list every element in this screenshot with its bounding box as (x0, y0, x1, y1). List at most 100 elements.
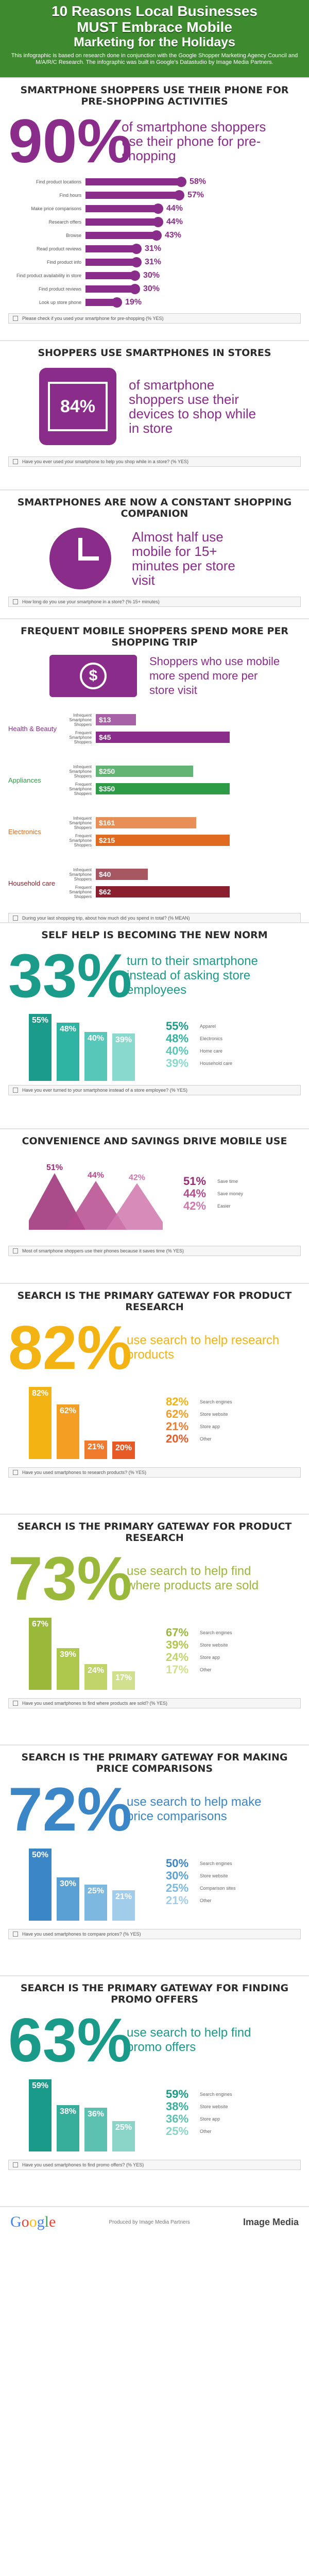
note-text: Have you used smartphones to research pr… (22, 1470, 146, 1475)
big-stat-text: Shoppers who use mobile more spend more … (149, 655, 280, 697)
peak-value: 42% (129, 1173, 145, 1182)
vertical-bar: 39% (112, 1033, 135, 1081)
legend-label: Other (200, 2129, 212, 2134)
vertical-bar: 17% (112, 1671, 135, 1690)
shopper-type-label: Frequent Smartphone Shoppers (69, 782, 92, 796)
legend-value: 44% (183, 1187, 207, 1200)
bar-value: 44% (166, 217, 183, 226)
category-label: Electronics (8, 827, 41, 836)
survey-note: Have you ever turned to your smartphone … (8, 1085, 301, 1095)
legend-row: 21% Other (166, 1894, 236, 1907)
legend-row: 25% Other (166, 2125, 232, 2138)
spend-rows: Infrequent Smartphone Shoppers $250 Freque… (60, 762, 230, 798)
bar (85, 245, 136, 252)
legend-row: 17% Other (166, 1663, 232, 1676)
shopper-type-label: Infrequent Smartphone Shoppers (69, 764, 92, 778)
section-title: SEARCH IS THE PRIMARY GATEWAY FOR FINDIN… (20, 1982, 289, 2005)
legend-label: Other (200, 1436, 212, 1442)
legend-value: 25% (166, 1882, 189, 1894)
legend-value: 21% (166, 1894, 189, 1907)
bar (85, 232, 157, 239)
section-spend: FREQUENT MOBILE SHOPPERS SPEND MORE PER … (0, 618, 309, 923)
big-stat-text: use search to help make price comparison… (127, 1795, 262, 1823)
title-line-2: MUST Embrace Mobile (77, 19, 232, 35)
bar-label: Find product reviews (38, 286, 81, 292)
bar (85, 285, 135, 293)
spend-group: Electronics Infrequent Smartphone Shopper… (8, 806, 301, 857)
bar-value: 57% (187, 191, 204, 199)
spend-bar: $62 (96, 886, 230, 897)
section-companion: SMARTPHONES ARE NOW A CONSTANT SHOPPING … (0, 489, 309, 618)
chart-row: 59% 38% 36% 25% 59% Search engines 38% Store we… (8, 2074, 301, 2151)
bar (85, 299, 117, 306)
stat-row: 82% use search to help research products (8, 1317, 301, 1379)
legend-row: 55% Apparel (166, 1020, 232, 1032)
search-bar-chart: 59% 38% 36% 25% (29, 2074, 135, 2151)
legend-label: Other (200, 1898, 212, 1903)
bar-row: Research offers 44% (8, 215, 301, 229)
legend-row: 20% Other (166, 1432, 232, 1445)
spend-bar: $161 (96, 817, 196, 828)
bar (85, 205, 158, 212)
legend-value: 62% (166, 1408, 189, 1420)
bar-row: Find product locations 58% (8, 175, 301, 189)
survey-note: Have you used smartphones to find promo … (8, 2160, 301, 2170)
legend-value: 24% (166, 1651, 189, 1664)
note-text: Have you used smartphones to find promo … (22, 2162, 144, 2167)
legend-row: 21% Store app (166, 1420, 232, 1433)
checkbox-icon (13, 916, 18, 921)
legend-value: 51% (183, 1175, 207, 1188)
chart-row: 82% 62% 21% 20% 82% Search engines 62% Store we… (8, 1382, 301, 1459)
legend-label: Store website (200, 2104, 228, 2109)
convenience-peak-chart: 51% 44% 42% (29, 1163, 163, 1230)
search-bar-chart: 50% 30% 25% 21% (29, 1843, 135, 1921)
checkbox-icon (13, 1931, 18, 1937)
spend-rows: Infrequent Smartphone Shoppers $161 Freque… (60, 814, 230, 849)
vertical-bar: 67% (29, 1618, 52, 1690)
survey-note: Have you ever used your smartphone to he… (8, 456, 301, 467)
section-title: SELF HELP IS BECOMING THE NEW NORM (41, 929, 268, 941)
legend-value: 39% (166, 1057, 189, 1070)
google-logo: Google (10, 2213, 56, 2230)
search-bar-chart: 67% 39% 24% 17% (29, 1613, 135, 1690)
spend-row: Frequent Smartphone Shoppers $350 (60, 780, 230, 798)
vertical-bar: 39% (57, 1648, 79, 1690)
note-text: During your last shopping trip, about ho… (22, 916, 190, 921)
spend-groups: Health & Beauty Infrequent Smartphone Sho… (8, 703, 301, 909)
big-stat-text: use search to help find promo offers (127, 2026, 251, 2054)
legend-row: 36% Store app (166, 2112, 232, 2125)
section-in-store: SHOPPERS USE SMARTPHONES IN STORES 84% o… (0, 340, 309, 489)
section-pre-shopping: SMARTPHONE SHOPPERS USE THEIR PHONE FOR … (0, 77, 309, 340)
header-banner: 10 Reasons Local Businesses MUST Embrace… (0, 0, 309, 77)
legend-row: 40% Home care (166, 1044, 232, 1057)
legend-label: Household care (200, 1061, 233, 1066)
section-title: SEARCH IS THE PRIMARY GATEWAY FOR PRODUC… (17, 1521, 292, 1544)
bar-value: 31% (145, 244, 162, 253)
legend-row: 39% Store website (166, 1638, 232, 1651)
bar-value: 58% (190, 177, 207, 186)
big-stat: 90% (8, 107, 132, 176)
survey-note: Have you used smartphones to compare pri… (8, 1929, 301, 1939)
checkbox-icon (13, 316, 18, 321)
legend-value: 55% (166, 1020, 189, 1032)
vertical-bar: 62% (57, 1404, 79, 1459)
vertical-bar: 59% (29, 2079, 52, 2151)
legend-value: 25% (166, 2125, 189, 2138)
bar-label: Find product info (46, 260, 81, 265)
image-media-logo: Image Media (243, 2216, 299, 2227)
legend-value: 17% (166, 1663, 189, 1676)
big-stat-text: turn to their smartphone instead of aski… (127, 954, 258, 997)
stat-row: 73% use search to help find where product… (8, 1548, 301, 1609)
spend-row: Frequent Smartphone Shoppers $62 (60, 883, 230, 901)
search-legend: 50% Search engines 30% Store website 25% Comp… (166, 1857, 236, 1907)
legend-row: 38% Store website (166, 2100, 232, 2113)
note-text: Have you used smartphones to find where … (22, 1701, 167, 1706)
legend-row: 67% Search engines (166, 1626, 232, 1639)
legend-label: Easier (217, 1204, 231, 1209)
big-stat-text: Almost half use mobile for 15+ minutes p… (132, 529, 235, 588)
legend-label: Store website (200, 1873, 228, 1878)
legend-label: Store website (200, 1642, 228, 1648)
big-stat: 82% (8, 1313, 132, 1382)
spend-bar: $45 (96, 732, 230, 743)
bar (85, 272, 135, 279)
